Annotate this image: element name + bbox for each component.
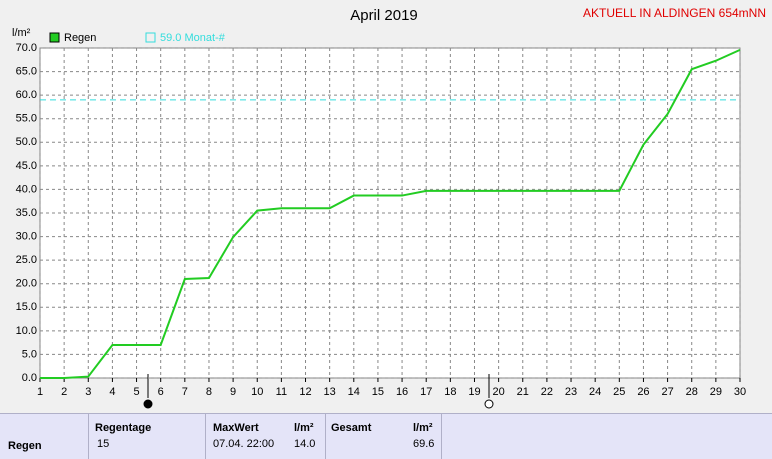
x-tick-label: 4 [109,386,115,398]
x-tick-label: 29 [710,386,722,398]
separator [441,414,442,459]
header: l/m² [413,422,433,434]
x-tick-label: 5 [133,386,139,398]
x-tick-label: 21 [517,386,529,398]
x-tick-label: 16 [396,386,408,398]
separator [325,414,326,459]
x-tick-label: 19 [468,386,480,398]
header: l/m² [294,422,314,434]
rain-line [40,48,741,379]
x-tick-label: 8 [206,386,212,398]
x-tick-label: 6 [158,386,164,398]
x-tick-label: 23 [565,386,577,398]
legend-label: 59.0 Monat-# [160,32,226,44]
x-tick-label: 25 [613,386,625,398]
x-tick-label: 11 [276,386,287,398]
y-tick-label: 0.0 [22,372,37,384]
y-axis-label: l/m² [12,27,31,39]
x-tick-label: 24 [589,386,601,398]
y-tick-label: 5.0 [22,348,37,360]
y-tick-label: 40.0 [16,183,37,195]
chart: April 2019 AKTUELL IN ALDINGEN 654mNN l/… [12,6,766,409]
x-tick-label: 18 [444,386,456,398]
y-tick-label: 60.0 [16,89,37,101]
x-tick-label: 10 [251,386,263,398]
x-tick-label: 15 [372,386,384,398]
x-tick-label: 27 [661,386,673,398]
x-tick-label: 12 [299,386,311,398]
y-tick-label: 45.0 [16,160,37,172]
x-tick-label: 28 [686,386,698,398]
x-tick-label: 14 [348,386,360,398]
x-tick-label: 20 [492,386,504,398]
x-tick-label: 13 [324,386,336,398]
row-label: Regen [8,440,42,452]
legend-swatch [49,32,60,43]
y-tick-label: 20.0 [16,278,37,290]
moon-icon [143,399,153,409]
summary-table: Regentage MaxWert l/m² Gesamt l/m² Regen… [0,413,772,459]
cell: 07.04. 22:00 [213,438,275,450]
x-tick-label: 22 [541,386,553,398]
x-tick-label: 1 [37,386,43,398]
moon-icon [484,399,494,409]
legend-label: Regen [64,32,96,44]
header: Gesamt [331,422,372,434]
y-tick-label: 35.0 [16,207,37,219]
header: Regentage [95,422,152,434]
x-tick-label: 26 [637,386,649,398]
chart-title: April 2019 [350,7,418,24]
legend-swatch [145,32,156,43]
x-tick-label: 7 [182,386,188,398]
x-tick-label: 9 [230,386,236,398]
x-tick-label: 2 [61,386,67,398]
y-tick-label: 70.0 [16,42,37,54]
x-tick-label: 3 [85,386,91,398]
y-tick-label: 55.0 [16,113,37,125]
y-tick-label: 30.0 [16,230,37,242]
y-tick-label: 65.0 [16,65,37,77]
station-label: AKTUELL IN ALDINGEN 654mNN [583,6,766,20]
x-tick-label: 30 [734,386,746,398]
y-tick-label: 25.0 [16,254,37,266]
y-tick-label: 50.0 [16,136,37,148]
y-tick-label: 15.0 [16,301,37,313]
cell: 15 [97,438,110,450]
cell: 14.0 [294,438,316,450]
x-tick-label: 17 [420,386,432,398]
header: MaxWert [213,422,259,434]
cell: 69.6 [413,438,435,450]
separator [205,414,206,459]
separator [88,414,89,459]
y-tick-label: 10.0 [16,325,37,337]
